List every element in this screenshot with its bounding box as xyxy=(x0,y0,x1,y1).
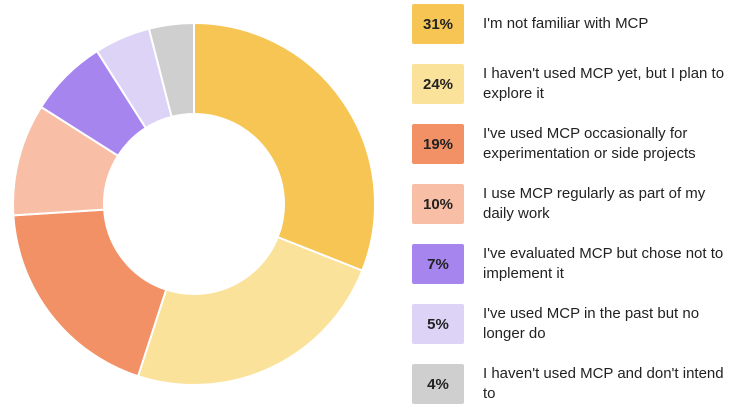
legend-percent-badge: 7% xyxy=(412,244,464,284)
donut-slice-1 xyxy=(193,21,376,272)
legend-item: 4% I haven't used MCP and don't intend to xyxy=(412,364,733,404)
donut-chart xyxy=(12,21,376,386)
legend-label: I've used MCP occasionally for experimen… xyxy=(483,125,696,162)
legend-percent-badge: 4% xyxy=(412,364,464,404)
legend-label: I'm not familiar with MCP xyxy=(483,15,649,32)
chart-legend: 31% I'm not familiar with MCP 24% I haven't… xyxy=(412,0,733,416)
legend-item: 5% I've used MCP in the past but no longe… xyxy=(412,304,733,344)
legend-item: 31% I'm not familiar with MCP xyxy=(412,4,733,44)
legend-percent-badge: 24% xyxy=(412,64,464,104)
legend-item: 19% I've used MCP occasionally for experi… xyxy=(412,124,733,164)
legend-label: I haven't used MCP yet, but I plan to ex… xyxy=(483,65,725,102)
legend-label: I've used MCP in the past but no longer … xyxy=(483,305,700,342)
legend-label: I've evaluated MCP but chose not to impl… xyxy=(483,245,724,282)
legend-percent-badge: 19% xyxy=(412,124,464,164)
donut-slice-7 xyxy=(147,21,195,119)
legend-label: I haven't used MCP and don't intend to xyxy=(483,365,724,402)
legend-label: I use MCP regularly as part of my daily … xyxy=(483,185,706,222)
legend-item: 10% I use MCP regularly as part of my dai… xyxy=(412,184,733,224)
donut-slice-2 xyxy=(136,235,364,386)
donut-slice-3 xyxy=(12,208,168,378)
legend-percent-badge: 10% xyxy=(412,184,464,224)
legend-percent-badge: 5% xyxy=(412,304,464,344)
legend-item: 24% I haven't used MCP yet, but I plan to… xyxy=(412,64,733,104)
legend-item: 7% I've evaluated MCP but chose not to im… xyxy=(412,244,733,284)
legend-percent-badge: 31% xyxy=(412,4,464,44)
